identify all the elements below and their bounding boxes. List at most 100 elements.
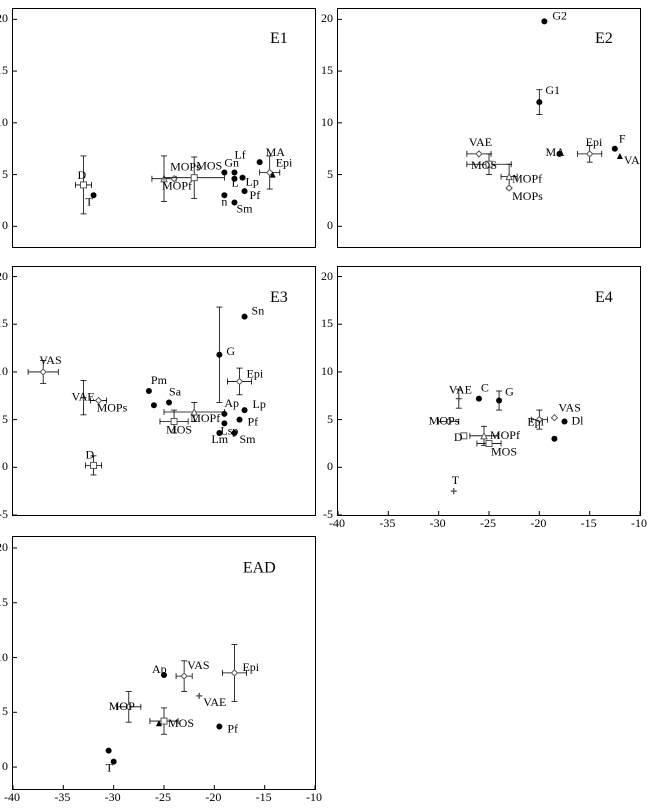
panel-E1: DTMOPfMOPsMOSGnLfLLpPfnSmMAEpiE1: [12, 8, 316, 248]
y-tick-label: 5: [327, 167, 333, 182]
point-label: Lm: [211, 432, 228, 446]
y-tick-label: 15: [321, 316, 333, 331]
x-tick-label: -40: [4, 790, 20, 805]
point-label: MOS: [168, 716, 194, 730]
point-label: Lf: [234, 147, 245, 161]
y-tick-label: -5: [0, 507, 8, 522]
x-tick-label: -10: [306, 790, 322, 805]
y-tick-label: 5: [2, 704, 8, 719]
point-label: VAS: [187, 658, 209, 672]
y-tick-label: 10: [0, 650, 8, 665]
point-label: Dl: [572, 414, 585, 428]
y-tick-label: 10: [0, 115, 8, 130]
point-label: T: [86, 194, 94, 208]
panel-label: EAD: [243, 559, 276, 576]
point-label: MA: [545, 145, 565, 159]
point-label: Sm: [236, 202, 253, 216]
point-label: G1: [545, 83, 560, 97]
point-label: Pf: [250, 188, 261, 202]
point-label: MOS: [196, 159, 222, 173]
point-label: C: [481, 381, 489, 395]
panel-E4: VAECGMOPsDMOPfMOSEpiVASDlTE4: [337, 266, 641, 516]
chart: ApVASEpiVAEMOPMOSPfTEAD: [13, 537, 315, 789]
point-label: MOS: [471, 158, 497, 172]
chart: DTMOPfMOPsMOSGnLfLLpPfnSmMAEpiE1: [13, 9, 315, 247]
point-label: MOP: [109, 699, 135, 713]
y-tick-label: 0: [327, 218, 333, 233]
point-label: Epi: [247, 366, 264, 380]
point-label: VAE: [203, 695, 226, 709]
point-label: MOPs: [512, 189, 543, 203]
x-tick-label: -40: [329, 516, 345, 531]
panel-E3: VASVAEMOPsDPmSaMOSMOPfGSnEpiApLpPfLspLmS…: [12, 266, 316, 516]
point-label: L: [231, 176, 238, 190]
y-tick-label: 20: [0, 540, 8, 555]
point-label: Epi: [527, 415, 544, 429]
panel-label: E2: [595, 30, 613, 47]
panel-EAD: ApVASEpiVAEMOPMOSPfTEAD: [12, 536, 316, 790]
y-tick-label: 10: [0, 364, 8, 379]
y-tick-label: 0: [2, 459, 8, 474]
x-tick-label: -35: [379, 516, 395, 531]
y-tick-label: 15: [0, 595, 8, 610]
point-label: D: [454, 430, 463, 444]
point-label: MOS: [491, 444, 517, 458]
y-tick-label: 0: [2, 759, 8, 774]
point-label: D: [86, 447, 95, 461]
y-tick-label: 15: [0, 316, 8, 331]
chart: VASVAEMOPsDPmSaMOSMOPfGSnEpiApLpPfLspLmS…: [13, 267, 315, 515]
point-label: Epi: [276, 155, 293, 169]
point-label: G: [226, 344, 235, 358]
y-tick-label: 20: [321, 11, 333, 26]
point-label: Pm: [151, 373, 168, 387]
point-label: Epi: [242, 660, 259, 674]
x-tick-label: -20: [530, 516, 546, 531]
panel-label: E4: [595, 289, 613, 306]
chart: VAECGMOPsDMOPfMOSEpiVASDlTE4: [338, 267, 640, 515]
point-label: Sa: [169, 384, 182, 398]
y-tick-label: 20: [0, 11, 8, 26]
y-tick-label: 0: [327, 459, 333, 474]
point-label: Lp: [253, 397, 266, 411]
panel-label: E1: [270, 30, 288, 47]
point-label: Lp: [246, 175, 259, 189]
x-tick-label: -30: [105, 790, 121, 805]
panel-label: E3: [270, 289, 288, 306]
point-label: D: [77, 168, 86, 182]
point-label: Sn: [252, 304, 265, 318]
point-label: MOPs: [97, 401, 128, 415]
y-tick-label: 5: [327, 412, 333, 427]
point-label: MOPf: [190, 411, 220, 425]
point-label: VAE: [449, 383, 472, 397]
point-label: MOS: [166, 423, 192, 437]
y-tick-label: 5: [2, 167, 8, 182]
point-label: MOPf: [512, 172, 542, 186]
y-tick-label: 10: [321, 364, 333, 379]
y-tick-label: 0: [2, 218, 8, 233]
x-tick-label: -15: [581, 516, 597, 531]
y-tick-label: 5: [2, 412, 8, 427]
point-label: Sm: [239, 432, 256, 446]
y-tick-label: 10: [321, 115, 333, 130]
x-tick-label: -20: [205, 790, 221, 805]
point-label: VAS: [624, 153, 640, 167]
point-label: n: [221, 194, 227, 208]
y-tick-label: 15: [321, 63, 333, 78]
point-label: Ap: [152, 662, 167, 676]
point-label: G2: [552, 9, 567, 22]
point-label: VAS: [39, 353, 61, 367]
point-label: VAE: [469, 135, 492, 149]
x-tick-label: -35: [54, 790, 70, 805]
point-label: F: [619, 132, 626, 146]
point-label: T: [452, 473, 460, 487]
x-tick-label: -25: [480, 516, 496, 531]
y-tick-label: 20: [321, 269, 333, 284]
panel-E2: G2 G1 VAE MOS MOPf MOPs MA Epi F VAS E2: [337, 8, 641, 248]
y-tick-label: 20: [0, 269, 8, 284]
point-label: Epi: [586, 135, 603, 149]
point-label: T: [106, 761, 114, 775]
point-label: G: [505, 385, 514, 399]
x-tick-label: -30: [430, 516, 446, 531]
point-label: MOPf: [490, 428, 520, 442]
point-label: MOPf: [162, 179, 192, 193]
